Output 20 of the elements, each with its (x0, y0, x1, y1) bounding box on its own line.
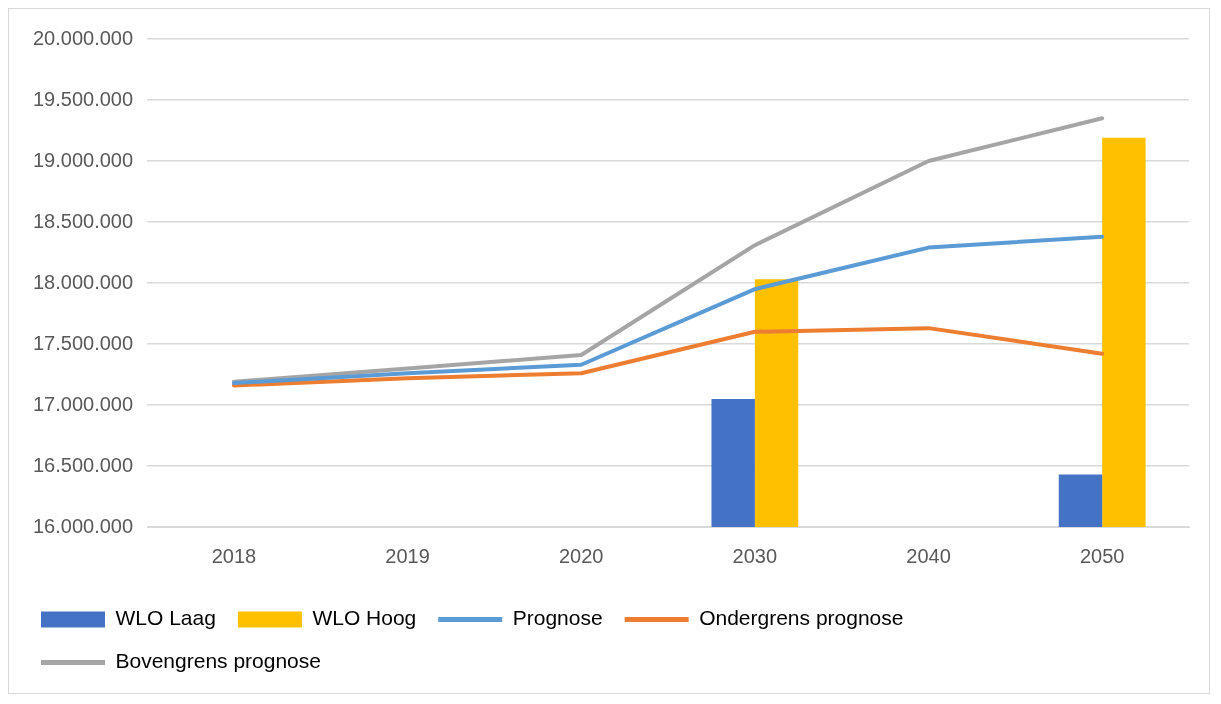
y-tick-label: 17.500.000 (32, 331, 134, 354)
x-tick-label: 2040 (906, 544, 951, 567)
x-tick-label: 2030 (732, 544, 778, 567)
y-tick-label: 18.000.000 (32, 270, 134, 293)
y-tick-label: 18.500.000 (32, 209, 134, 232)
x-tick-label: 2018 (211, 544, 257, 567)
legend-label: WLO Laag (115, 606, 216, 630)
legend-label: WLO Hoog (312, 606, 417, 630)
y-tick-label: 19.500.000 (32, 87, 134, 110)
x-tick-label: 2019 (385, 544, 430, 567)
y-tick-label: 16.500.000 (32, 453, 134, 476)
legend-label: Ondergrens prognose (699, 606, 904, 630)
legend-label: Bovengrens prognose (115, 649, 321, 673)
y-tick-label: 16.000.000 (32, 514, 134, 537)
y-tick-label: 19.000.000 (32, 148, 134, 171)
y-tick-label: 20.000.000 (32, 26, 134, 49)
y-tick-label: 17.000.000 (32, 392, 134, 415)
x-tick-label: 2020 (558, 544, 604, 567)
legend-label: Prognose (512, 606, 603, 630)
x-tick-label: 2050 (1079, 544, 1125, 567)
